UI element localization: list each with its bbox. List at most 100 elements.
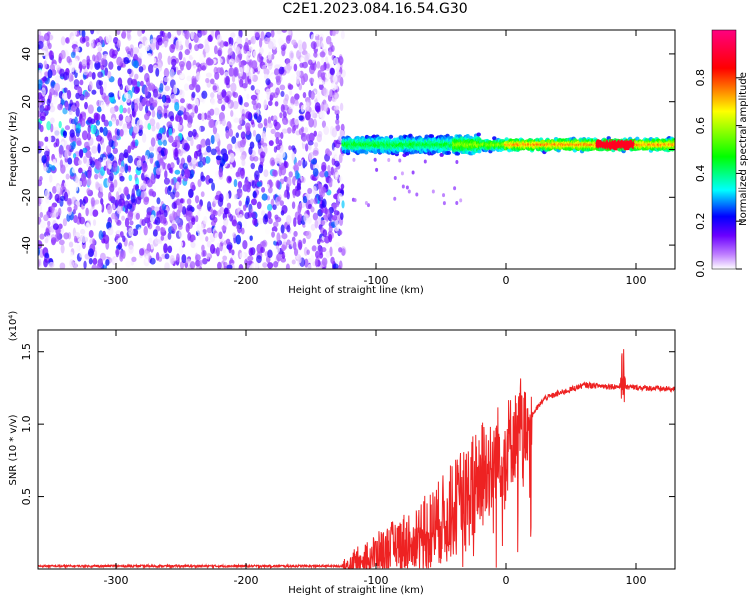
spectrogram-cell — [238, 263, 244, 269]
spectrogram-cell — [276, 232, 281, 243]
spectrogram-cell — [125, 46, 130, 52]
spectrogram-cell — [250, 35, 256, 45]
spectrogram-cell — [330, 45, 335, 53]
spectrogram-cell — [133, 102, 139, 113]
spectrogram-cell — [136, 188, 142, 197]
spectrogram-cell — [339, 102, 344, 112]
spectrogram-cell — [170, 93, 176, 103]
spectrogram-cell — [135, 177, 140, 187]
spectrogram-cell — [135, 196, 142, 205]
spectrogram-cell — [127, 155, 133, 164]
spectrogram-cell — [87, 248, 94, 258]
spectrogram-cell — [240, 131, 246, 140]
spectrogram-cell — [39, 220, 46, 229]
spectrogram-cell — [159, 127, 165, 134]
spectrogram-cell — [106, 144, 112, 155]
spectrogram-cell — [86, 55, 90, 64]
spectrogram-cell — [105, 259, 110, 266]
spectrogram-cell — [252, 103, 259, 111]
spectrogram-cell — [95, 119, 101, 126]
spectrogram-cell — [337, 229, 343, 236]
spectrogram-cell — [159, 82, 164, 91]
spectrogram-cell — [252, 129, 257, 137]
spectrogram-cell — [210, 148, 217, 156]
spectrogram-cell — [260, 240, 267, 247]
spectrogram-cell — [93, 112, 99, 120]
spectrogram-cell — [263, 118, 268, 127]
spectrogram-cell — [164, 262, 170, 269]
spectrogram-cell — [174, 101, 180, 112]
spectrogram-cell — [206, 145, 212, 153]
spectrogram-cell — [232, 66, 239, 77]
spectrogram-cell — [312, 149, 319, 157]
spectrogram-cell — [79, 79, 84, 86]
spectrogram-cell — [279, 84, 286, 91]
spectrogram-cell — [133, 60, 139, 69]
spectrogram-cell — [173, 84, 178, 95]
spectrogram-cell — [248, 78, 252, 85]
spectrogram-cell — [240, 48, 244, 55]
spectrogram-cell — [60, 36, 66, 46]
spectrogram-cell — [314, 102, 321, 112]
spectrogram-cell — [332, 74, 338, 83]
spectrogram-cell — [96, 41, 102, 52]
spectrogram-cell — [155, 252, 160, 261]
spectrogram-cell — [238, 200, 242, 207]
spectrogram-cell — [144, 39, 151, 48]
spectrogram-cell — [269, 92, 276, 99]
spectrogram-cell — [80, 173, 86, 182]
spectrogram-cell — [70, 104, 77, 112]
spectrogram-cell — [265, 183, 270, 190]
spectrogram-cell — [164, 186, 169, 195]
spectrogram-cell — [132, 47, 140, 55]
spectrogram-cell — [232, 232, 237, 239]
spectrogram-cell — [170, 240, 174, 248]
spectrogram-cell — [201, 90, 208, 99]
spectrogram-cell — [231, 249, 235, 256]
spectrogram-cell — [187, 122, 192, 129]
spectrogram-cell — [155, 259, 161, 269]
spectrogram-cell — [197, 160, 204, 168]
spectrogram-cell — [121, 215, 125, 221]
spectrogram-cell — [310, 34, 316, 42]
spectrogram-cell — [190, 137, 194, 147]
spectrogram-cell — [276, 180, 281, 190]
spectrogram-cell — [205, 78, 210, 84]
spectrogram-cell — [155, 246, 159, 253]
spectrogram-cell — [268, 100, 273, 107]
spectrogram-cell — [241, 113, 246, 121]
spectrogram-cell — [148, 146, 155, 152]
spectrogram-cell — [69, 259, 75, 268]
spectrogram-cell — [244, 212, 250, 220]
spectrogram-cell — [69, 251, 74, 257]
spectrogram-cell — [125, 116, 131, 123]
spectrogram-cell — [141, 172, 145, 181]
spectrogram-cell — [201, 65, 207, 71]
spectrogram-cell — [324, 170, 329, 178]
spectrogram-cell — [290, 96, 295, 106]
spectrogram-cell — [331, 30, 337, 37]
spectrogram-cell — [47, 220, 51, 227]
spectrogram-cell — [131, 101, 135, 112]
spectrogram-cell — [298, 256, 302, 264]
spectrogram-cell — [209, 244, 216, 254]
spectrogram-cell — [214, 232, 219, 241]
spectrogram-cell — [300, 104, 305, 113]
spectrogram-cell — [226, 264, 233, 269]
spectrogram-cell — [329, 89, 333, 98]
spectrogram-cell — [149, 152, 155, 159]
spectrogram-cell — [146, 171, 152, 178]
spectrogram-cell — [140, 182, 147, 191]
spectrogram-cell — [257, 122, 264, 129]
spectrogram-cell — [213, 45, 218, 55]
spectrogram-cell — [168, 127, 173, 136]
spectrogram-cell — [279, 112, 283, 119]
spectrogram-cell — [333, 105, 340, 111]
spectrogram-cell — [190, 241, 196, 249]
spectrogram-cell — [226, 143, 233, 151]
spectrogram-cell — [329, 67, 335, 76]
spectrogram-cell — [44, 252, 50, 259]
spectrogram-cell — [270, 128, 276, 135]
spectrogram-cell — [274, 157, 281, 164]
spectrogram-cell — [288, 145, 292, 151]
